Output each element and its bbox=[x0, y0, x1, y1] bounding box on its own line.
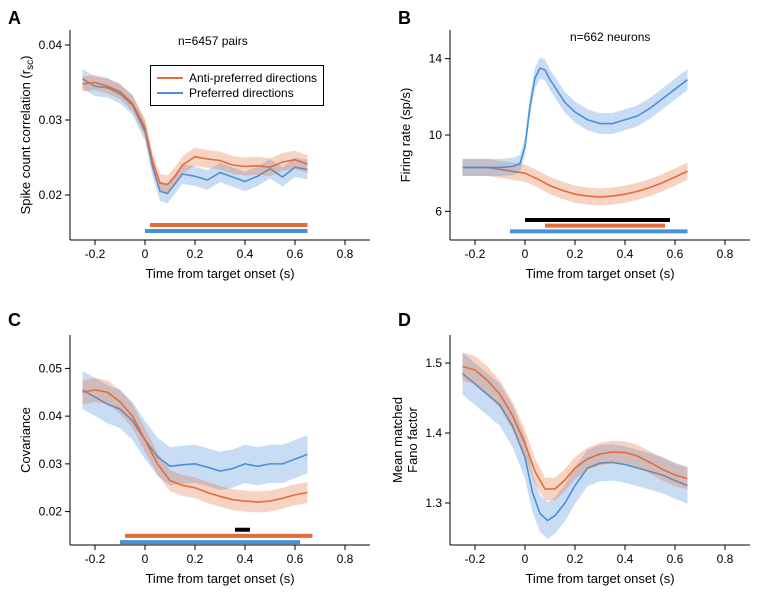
svg-text:1.5: 1.5 bbox=[425, 356, 442, 370]
svg-text:0.6: 0.6 bbox=[667, 552, 684, 566]
svg-text:1.4: 1.4 bbox=[425, 426, 442, 440]
svg-text:0.8: 0.8 bbox=[337, 247, 354, 261]
svg-text:0: 0 bbox=[522, 552, 529, 566]
svg-text:Fano factor: Fano factor bbox=[405, 406, 420, 472]
svg-text:0: 0 bbox=[142, 247, 149, 261]
svg-text:14: 14 bbox=[429, 52, 443, 66]
svg-text:0.8: 0.8 bbox=[337, 552, 354, 566]
svg-text:Time from target onset (s): Time from target onset (s) bbox=[145, 266, 294, 281]
figure-root: A B C D -0.200.20.40.60.80.020.030.04Tim… bbox=[0, 0, 777, 609]
svg-text:0: 0 bbox=[142, 552, 149, 566]
svg-text:0.4: 0.4 bbox=[617, 247, 634, 261]
svg-text:0.8: 0.8 bbox=[717, 247, 734, 261]
svg-text:0.6: 0.6 bbox=[667, 247, 684, 261]
svg-text:-0.2: -0.2 bbox=[465, 247, 486, 261]
svg-text:Time from target onset (s): Time from target onset (s) bbox=[145, 571, 294, 586]
legend-label-pref: Preferred directions bbox=[189, 86, 294, 100]
svg-text:-0.2: -0.2 bbox=[85, 247, 106, 261]
svg-text:0.02: 0.02 bbox=[39, 188, 63, 202]
svg-text:1.3: 1.3 bbox=[425, 496, 442, 510]
svg-text:0.2: 0.2 bbox=[187, 552, 204, 566]
svg-text:Mean matched: Mean matched bbox=[390, 397, 405, 483]
svg-text:-0.2: -0.2 bbox=[465, 552, 486, 566]
svg-text:0.2: 0.2 bbox=[187, 247, 204, 261]
panel-A: -0.200.20.40.60.80.020.030.04Time from t… bbox=[70, 30, 370, 240]
svg-text:6: 6 bbox=[435, 204, 442, 218]
svg-text:0.4: 0.4 bbox=[617, 552, 634, 566]
panel-D: -0.200.20.40.60.81.31.41.5Time from targ… bbox=[450, 335, 750, 545]
svg-text:Time from target onset (s): Time from target onset (s) bbox=[525, 571, 674, 586]
svg-text:0.04: 0.04 bbox=[39, 38, 63, 52]
legend-swatch-pref bbox=[157, 92, 183, 94]
svg-text:10: 10 bbox=[429, 128, 443, 142]
legend-row-anti: Anti-preferred directions bbox=[157, 71, 317, 85]
svg-text:0.2: 0.2 bbox=[567, 552, 584, 566]
svg-text:0.02: 0.02 bbox=[39, 505, 63, 519]
svg-text:0.6: 0.6 bbox=[287, 247, 304, 261]
svg-text:0.04: 0.04 bbox=[39, 409, 63, 423]
svg-text:Time from target onset (s): Time from target onset (s) bbox=[525, 266, 674, 281]
svg-text:0.2: 0.2 bbox=[567, 247, 584, 261]
n-neurons-label: n=662 neurons bbox=[570, 30, 650, 44]
legend: Anti-preferred directions Preferred dire… bbox=[150, 65, 324, 106]
svg-text:-0.2: -0.2 bbox=[85, 552, 106, 566]
svg-text:Firing rate (sp/s): Firing rate (sp/s) bbox=[398, 88, 413, 183]
svg-text:0.03: 0.03 bbox=[39, 113, 63, 127]
svg-text:0.4: 0.4 bbox=[237, 247, 254, 261]
legend-row-pref: Preferred directions bbox=[157, 86, 317, 100]
svg-text:0.4: 0.4 bbox=[237, 552, 254, 566]
svg-text:Covariance: Covariance bbox=[18, 407, 33, 473]
svg-text:0.05: 0.05 bbox=[39, 361, 63, 375]
n-pairs-label: n=6457 pairs bbox=[178, 34, 248, 48]
svg-text:0.8: 0.8 bbox=[717, 552, 734, 566]
svg-text:Spike count correlation (rsc): Spike count correlation (rsc) bbox=[18, 56, 36, 215]
legend-swatch-anti bbox=[157, 77, 183, 79]
svg-text:0: 0 bbox=[522, 247, 529, 261]
panel-B: -0.200.20.40.60.861014Time from target o… bbox=[450, 30, 750, 240]
svg-text:0.6: 0.6 bbox=[287, 552, 304, 566]
panel-C: -0.200.20.40.60.80.020.030.040.05Time fr… bbox=[70, 335, 370, 545]
svg-text:0.03: 0.03 bbox=[39, 457, 63, 471]
legend-label-anti: Anti-preferred directions bbox=[189, 71, 317, 85]
